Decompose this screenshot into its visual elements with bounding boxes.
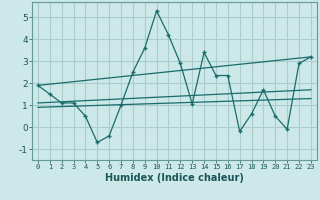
X-axis label: Humidex (Indice chaleur): Humidex (Indice chaleur) <box>105 173 244 183</box>
